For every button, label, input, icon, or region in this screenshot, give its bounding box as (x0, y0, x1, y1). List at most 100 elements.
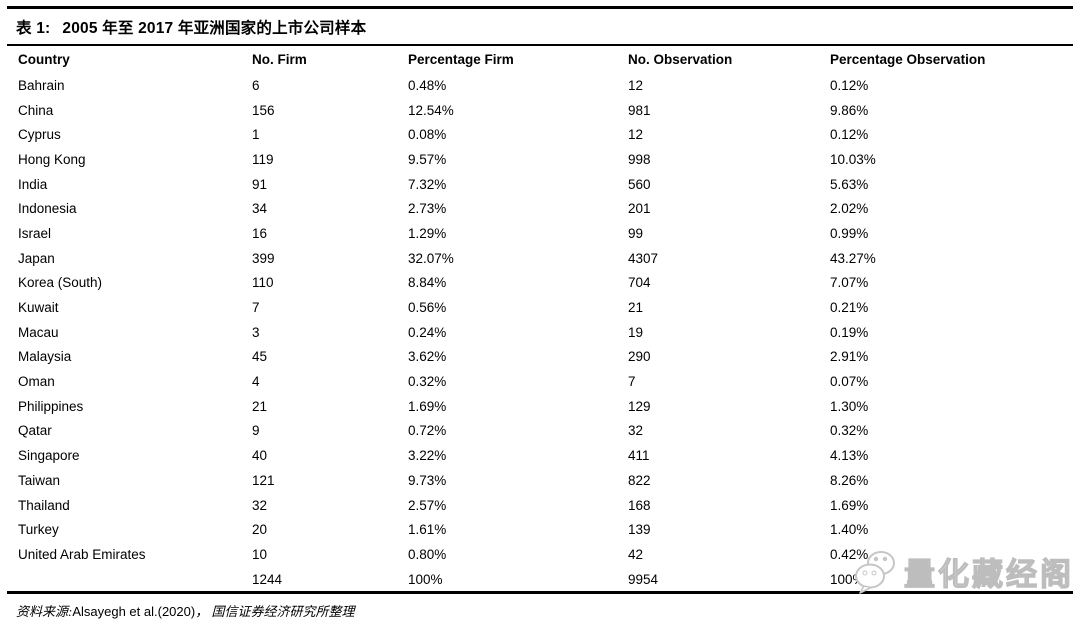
table-cell-no-firm: 156 (252, 102, 275, 118)
table-cell-no-firm: 4 (252, 374, 260, 390)
table-cell-percentage-firm: 8.84% (408, 275, 447, 291)
table-cell-percentage-observation: 7.07% (830, 275, 869, 291)
table-cell-no-observation: 42 (628, 546, 644, 562)
table-row: Taiwan 121 9.73% 822 8.26% (7, 468, 1073, 493)
table-cell-no-firm: 1244 (252, 571, 283, 587)
table-cell-percentage-observation: 0.99% (830, 225, 869, 241)
table-row: Korea (South) 110 8.84% 704 7.07% (7, 271, 1073, 296)
table-cell-percentage-observation: 2.02% (830, 201, 869, 217)
title-underline (7, 44, 1073, 46)
table-cell-no-observation: 168 (628, 497, 651, 513)
column-header-percentage-observation: Percentage Observation (830, 52, 986, 67)
table-cell-no-observation: 12 (628, 77, 644, 93)
table-cell-no-firm: 40 (252, 448, 268, 464)
table-title-label: 表 1: (16, 19, 51, 37)
table-body: Bahrain 6 0.48% 12 0.12% China 156 12.54… (7, 73, 1073, 591)
table-cell-percentage-observation: 43.27% (830, 250, 876, 266)
table-row: Israel 16 1.29% 99 0.99% (7, 221, 1073, 246)
table-row: United Arab Emirates 10 0.80% 42 0.42% (7, 542, 1073, 567)
table-cell-no-observation: 7 (628, 374, 636, 390)
column-header-percentage-firm: Percentage Firm (408, 52, 514, 67)
table-cell-no-firm: 110 (252, 275, 274, 291)
table-cell-percentage-observation: 1.30% (830, 398, 869, 414)
table-cell-no-firm: 6 (252, 77, 260, 93)
table-cell-percentage-firm: 0.80% (408, 546, 447, 562)
table-cell-no-firm: 399 (252, 250, 275, 266)
table-cell-no-observation: 411 (628, 448, 650, 464)
table-row: Bahrain 6 0.48% 12 0.12% (7, 73, 1073, 98)
table-cell-country: Turkey (18, 522, 59, 538)
table-cell-country: Japan (18, 250, 55, 266)
bottom-border (7, 591, 1073, 595)
table-cell-percentage-firm: 0.72% (408, 423, 447, 439)
table-cell-no-firm: 3 (252, 324, 260, 340)
table-cell-no-firm: 121 (252, 472, 275, 488)
table-cell-no-observation: 21 (628, 300, 644, 316)
table-cell-no-firm: 45 (252, 349, 268, 365)
table-cell-percentage-firm: 2.57% (408, 497, 447, 513)
table-cell-no-observation: 129 (628, 398, 651, 414)
column-header-no-firm: No. Firm (252, 52, 307, 67)
table-row: Indonesia 34 2.73% 201 2.02% (7, 196, 1073, 221)
table-cell-percentage-observation: 0.12% (830, 127, 869, 143)
table-cell-percentage-firm: 0.24% (408, 324, 447, 340)
table-cell-percentage-firm: 3.62% (408, 349, 447, 365)
table-cell-country: Malaysia (18, 349, 72, 365)
table-cell-percentage-firm: 1.61% (408, 522, 447, 538)
source-suffix: ， 国信证券经济研究所整理 (195, 604, 355, 620)
table-cell-no-observation: 9954 (628, 571, 659, 587)
table-cell-no-firm: 91 (252, 176, 268, 192)
top-border (7, 6, 1073, 9)
table-row: Philippines 21 1.69% 129 1.30% (7, 394, 1073, 419)
table-cell-percentage-observation: 1.69% (830, 497, 869, 513)
table-cell-country: Israel (18, 225, 52, 241)
table-cell-percentage-observation: 8.26% (830, 472, 869, 488)
table-cell-percentage-firm: 1.69% (408, 398, 447, 414)
table-cell-no-firm: 34 (252, 201, 268, 217)
table-row: Japan 399 32.07% 4307 43.27% (7, 246, 1073, 271)
table-cell-percentage-firm: 7.32% (408, 176, 447, 192)
table-cell-country: Macau (18, 324, 59, 340)
table-cell-country: Bahrain (18, 77, 65, 93)
table-cell-percentage-firm: 100% (408, 571, 443, 587)
table-row: Thailand 32 2.57% 168 1.69% (7, 493, 1073, 518)
table-cell-no-firm: 1 (252, 127, 260, 143)
table-cell-no-firm: 9 (252, 423, 260, 439)
table-title: 表 1: 2005 年至 2017 年亚洲国家的上市公司样本 (7, 9, 1073, 44)
table-row: Oman 4 0.32% 7 0.07% (7, 369, 1073, 394)
table-cell-percentage-firm: 0.32% (408, 374, 447, 390)
table-row: Turkey 20 1.61% 139 1.40% (7, 517, 1073, 542)
table-cell-no-firm: 20 (252, 522, 268, 538)
table-cell-no-firm: 32 (252, 497, 268, 513)
table-cell-no-observation: 4307 (628, 250, 659, 266)
table-cell-no-observation: 704 (628, 275, 651, 291)
table-cell-percentage-firm: 0.08% (408, 127, 447, 143)
table-cell-percentage-observation: 0.12% (830, 77, 869, 93)
table-cell-no-observation: 998 (628, 151, 651, 167)
table-cell-country: Oman (18, 374, 55, 390)
table-cell-country: Qatar (18, 423, 52, 439)
table-cell-percentage-observation: 0.32% (830, 423, 869, 439)
table-cell-percentage-firm: 12.54% (408, 102, 454, 118)
table-cell-percentage-observation: 5.63% (830, 176, 869, 192)
table-row: 1244 100% 9954 100% (7, 567, 1073, 592)
table-cell-country: Taiwan (18, 472, 61, 488)
table-cell-percentage-firm: 0.48% (408, 77, 447, 93)
table-cell-no-firm: 10 (252, 546, 268, 562)
table-cell-no-firm: 16 (252, 225, 268, 241)
table-cell-percentage-observation: 4.13% (830, 448, 869, 464)
table-cell-country: Cyprus (18, 127, 61, 143)
table-cell-percentage-observation: 9.86% (830, 102, 869, 118)
table-row: China 156 12.54% 981 9.86% (7, 98, 1073, 123)
table-cell-no-observation: 822 (628, 472, 651, 488)
table-row: Kuwait 7 0.56% 21 0.21% (7, 295, 1073, 320)
table-cell-percentage-firm: 0.56% (408, 300, 447, 316)
table-row: Hong Kong 119 9.57% 998 10.03% (7, 147, 1073, 172)
table-cell-percentage-firm: 9.73% (408, 472, 447, 488)
table-cell-country: Hong Kong (18, 151, 86, 167)
table-cell-percentage-firm: 32.07% (408, 250, 454, 266)
table-cell-percentage-observation: 0.21% (830, 300, 869, 316)
table-cell-no-observation: 99 (628, 225, 644, 241)
table-cell-percentage-observation: 10.03% (830, 151, 876, 167)
sample-table: Country No. Firm Percentage Firm No. Obs… (7, 46, 1073, 591)
